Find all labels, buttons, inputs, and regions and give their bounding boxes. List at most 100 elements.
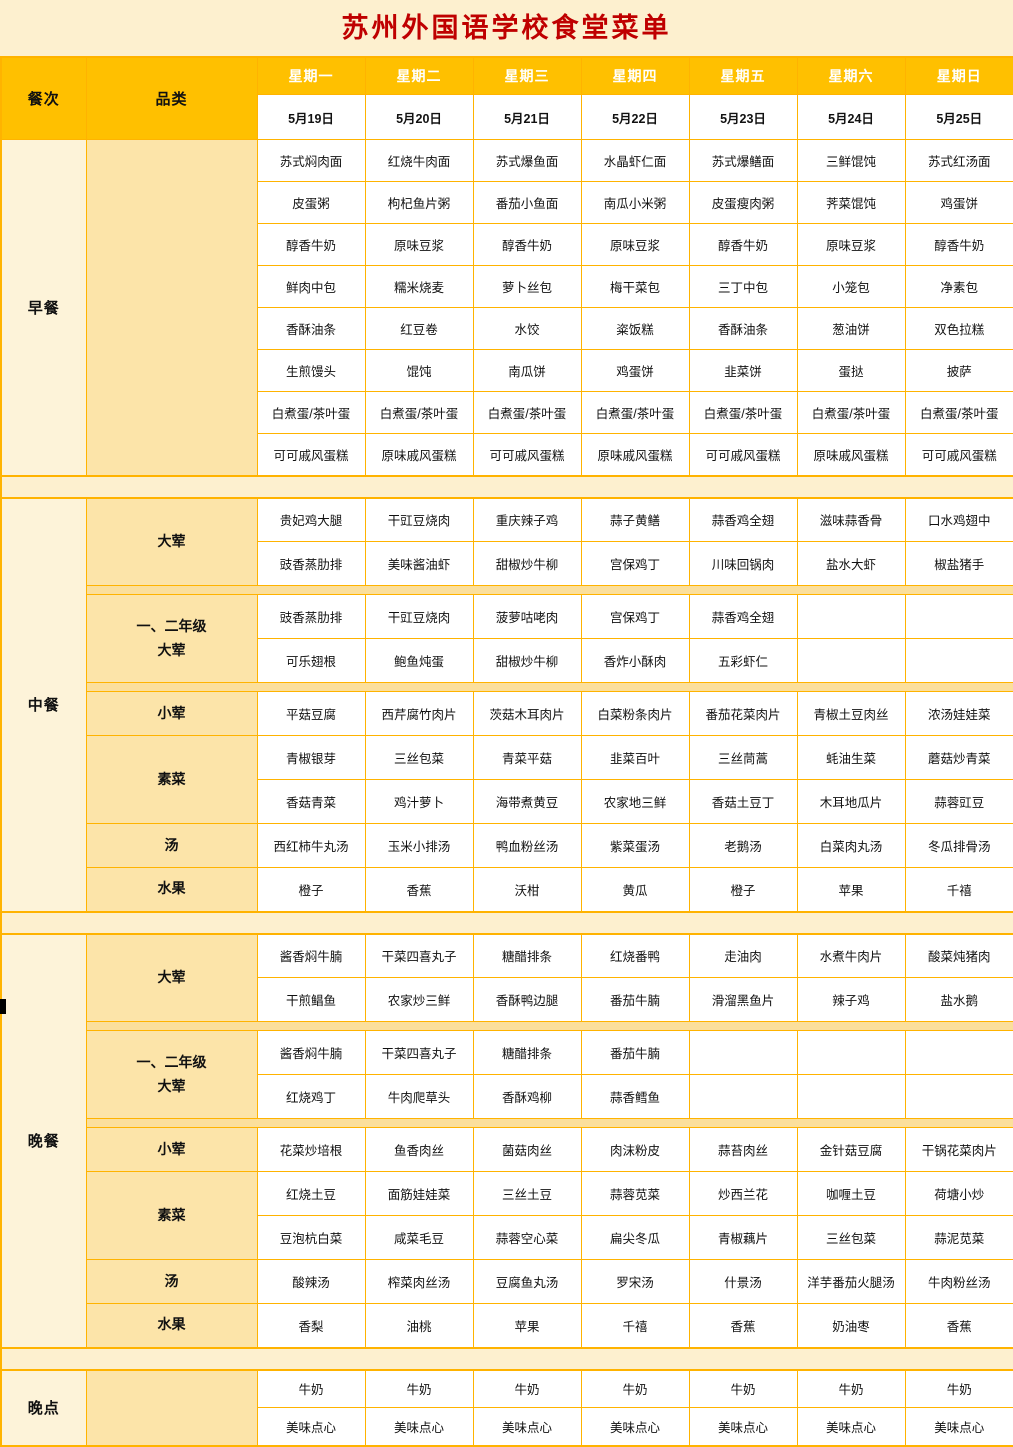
menu-cell: 三丝土豆 xyxy=(472,1171,582,1216)
menu-cell: 牛奶 xyxy=(580,1369,690,1408)
menu-cell: 滋味蒜香骨 xyxy=(796,497,906,542)
day-header: 星期五 xyxy=(688,56,798,95)
menu-cell: 苏式焖肉面 xyxy=(256,139,366,182)
menu-cell: 橙子 xyxy=(256,867,366,912)
menu-cell: 蒜香鳕鱼 xyxy=(580,1074,690,1119)
menu-cell: 紫菜蛋汤 xyxy=(580,823,690,868)
menu-cell: 白煮蛋/茶叶蛋 xyxy=(472,391,582,434)
menu-table: 餐次 品类 星期一 星期二 星期三 星期四 星期五 星期六 星期日 5月19日 5月20日 5月21日… xyxy=(0,56,1013,1447)
table-row: 水果 香梨 油桃 苹果 千禧 香蕉 奶油枣 香蕉 xyxy=(1,1303,1013,1348)
menu-cell: 咖喱土豆 xyxy=(796,1171,906,1216)
menu-cell: 海带煮黄豆 xyxy=(472,779,582,824)
menu-cell: 茨菇木耳肉片 xyxy=(472,691,582,736)
menu-cell: 美味点心 xyxy=(904,1407,1013,1446)
menu-cell: 玉米小排汤 xyxy=(364,823,474,868)
category-cell: 小荤 xyxy=(85,691,258,736)
menu-cell: 干煎鲳鱼 xyxy=(256,977,366,1022)
menu-cell: 三丝包菜 xyxy=(364,735,474,780)
menu-cell: 苹果 xyxy=(472,1303,582,1348)
date-cell: 5月22日 xyxy=(580,94,690,140)
menu-cell: 生煎馒头 xyxy=(256,349,366,392)
menu-cell: 青椒藕片 xyxy=(688,1215,798,1260)
menu-cell: 原味戚风蛋糕 xyxy=(364,433,474,476)
table-row: 餐次 品类 星期一 星期二 星期三 星期四 星期五 星期六 星期日 xyxy=(0,56,1013,140)
menu-cell: 豉香蒸肋排 xyxy=(256,594,366,639)
menu-cell: 宫保鸡丁 xyxy=(580,541,690,586)
table-row: 一、二年级大荤 豉香蒸肋排 干豇豆烧肉 菠萝咕咾肉 宫保鸡丁 蒜香鸡全翅 xyxy=(1,594,1013,683)
meal-col-header: 餐次 xyxy=(0,56,87,140)
menu-cell: 干菜四喜丸子 xyxy=(364,933,474,978)
menu-cell: 荠菜馄饨 xyxy=(796,181,906,224)
menu-cell: 萝卜丝包 xyxy=(472,265,582,308)
category-col-header: 品类 xyxy=(85,56,258,140)
menu-cell: 醇香牛奶 xyxy=(472,223,582,266)
menu-cell: 西红柿牛丸汤 xyxy=(256,823,366,868)
menu-cell: 千禧 xyxy=(580,1303,690,1348)
menu-cell: 鸡汁萝卜 xyxy=(364,779,474,824)
menu-cell: 榨菜肉丝汤 xyxy=(364,1259,474,1304)
stray-mark xyxy=(0,999,6,1014)
menu-cell: 枸杞鱼片粥 xyxy=(364,181,474,224)
category-cell: 大荤 xyxy=(85,933,258,1022)
menu-cell: 可可戚风蛋糕 xyxy=(904,433,1013,476)
menu-cell: 蘑菇炒青菜 xyxy=(904,735,1013,780)
menu-cell: 鸡蛋饼 xyxy=(580,349,690,392)
menu-cell: 白煮蛋/茶叶蛋 xyxy=(904,391,1013,434)
menu-cell: 白煮蛋/茶叶蛋 xyxy=(796,391,906,434)
table-row: 醇香牛奶 原味豆浆 醇香牛奶 原味豆浆 醇香牛奶 原味豆浆 醇香牛奶 xyxy=(1,223,1013,266)
menu-cell: 浓汤娃娃菜 xyxy=(904,691,1013,736)
menu-cell xyxy=(904,1074,1013,1119)
menu-cell: 酱香焖牛腩 xyxy=(256,933,366,978)
category-label: 小荤 xyxy=(157,704,186,721)
menu-cell: 可乐翅根 xyxy=(256,638,366,683)
menu-cell: 罗宋汤 xyxy=(580,1259,690,1304)
menu-cell: 面筋娃娃菜 xyxy=(364,1171,474,1216)
menu-cell: 水饺 xyxy=(472,307,582,350)
menu-cell: 净素包 xyxy=(904,265,1013,308)
menu-cell: 苏式红汤面 xyxy=(904,139,1013,182)
menu-cell: 红烧土豆 xyxy=(256,1171,366,1216)
day-header: 星期六 xyxy=(796,56,906,95)
menu-cell xyxy=(904,1030,1013,1075)
menu-cell: 牛肉粉丝汤 xyxy=(904,1259,1013,1304)
menu-cell: 牛奶 xyxy=(472,1369,582,1408)
menu-cell: 白煮蛋/茶叶蛋 xyxy=(256,391,366,434)
meal-label: 晚餐 xyxy=(0,933,87,1348)
menu-cell: 番茄小鱼面 xyxy=(472,181,582,224)
menu-cell: 梅干菜包 xyxy=(580,265,690,308)
menu-cell: 糖醋排条 xyxy=(472,933,582,978)
separator-band xyxy=(1,910,1013,935)
menu-cell: 苏式爆鳝面 xyxy=(688,139,798,182)
menu-cell: 酸辣汤 xyxy=(256,1259,366,1304)
category-label: 一、二年级大荤 xyxy=(136,1053,207,1094)
table-row: 5月19日 5月20日 5月21日 5月22日 5月23日 5月24日 5月25日 xyxy=(1,94,1013,140)
category-cell: 小荤 xyxy=(85,1127,258,1172)
menu-cell: 白菜粉条肉片 xyxy=(580,691,690,736)
menu-cell: 南瓜饼 xyxy=(472,349,582,392)
menu-cell: 皮蛋粥 xyxy=(256,181,366,224)
meal-label: 早餐 xyxy=(0,139,87,476)
divider-band xyxy=(85,682,1013,692)
menu-cell: 盐水大虾 xyxy=(796,541,906,586)
table-row: 香酥油条 红豆卷 水饺 粢饭糕 香酥油条 葱油饼 双色拉糕 xyxy=(1,307,1013,350)
date-cell: 5月19日 xyxy=(256,94,366,140)
menu-cell: 蛋挞 xyxy=(796,349,906,392)
menu-cell: 干豇豆烧肉 xyxy=(364,497,474,542)
category-cell: 水果 xyxy=(85,1303,258,1348)
menu-cell: 红烧牛肉面 xyxy=(364,139,474,182)
menu-cell: 蒜蓉空心菜 xyxy=(472,1215,582,1260)
menu-cell: 原味豆浆 xyxy=(364,223,474,266)
menu-cell: 香蕉 xyxy=(904,1303,1013,1348)
menu-cell: 红豆卷 xyxy=(364,307,474,350)
menu-cell: 辣子鸡 xyxy=(796,977,906,1022)
separator-band xyxy=(1,1346,1013,1371)
menu-cell: 牛奶 xyxy=(796,1369,906,1408)
menu-cell: 韭菜百叶 xyxy=(580,735,690,780)
menu-cell: 小笼包 xyxy=(796,265,906,308)
menu-cell: 美味酱油虾 xyxy=(364,541,474,586)
table-row: 豆泡杭白菜 咸菜毛豆 蒜蓉空心菜 扁尖冬瓜 青椒藕片 三丝包菜 蒜泥苋菜 xyxy=(1,1215,1013,1260)
menu-cell: 油桃 xyxy=(364,1303,474,1348)
menu-cell: 水煮牛肉片 xyxy=(796,933,906,978)
menu-cell: 可可戚风蛋糕 xyxy=(688,433,798,476)
table-row: 干煎鲳鱼 农家炒三鲜 香酥鸭边腿 番茄牛腩 滑溜黑鱼片 辣子鸡 盐水鹅 xyxy=(1,977,1013,1022)
